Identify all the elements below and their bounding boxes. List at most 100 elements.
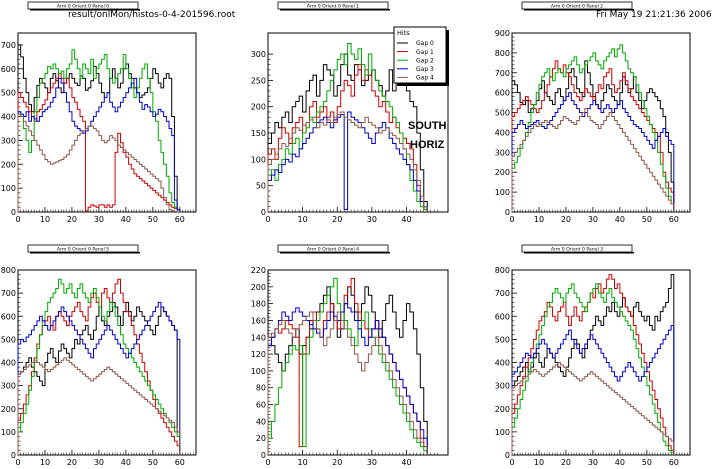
y-tick-label: 600 [1,65,16,74]
y-tick-label: 600 [1,312,16,321]
y-tick-label: 600 [495,89,510,98]
x-tick-label: 50 [148,458,158,467]
x-tick-label: 30 [367,215,377,224]
legend-entry: Gap 0 [416,40,434,47]
y-tick-label: 20 [256,434,266,443]
y-tick-label: 400 [1,359,16,368]
x-tick-label: 40 [615,215,625,224]
y-tick-label: 50 [256,182,266,191]
legend-title: Hits [397,29,410,37]
series-gap-0 [511,60,675,212]
y-tick-label: 0 [11,451,16,460]
x-tick-label: 20 [67,215,77,224]
annotation-horiz: HORIZ [410,139,445,151]
y-tick-label: 0 [11,208,16,217]
x-tick-label: 50 [148,215,158,224]
y-tick-label: 100 [1,428,16,437]
y-tick-label: 500 [1,335,16,344]
x-tick-label: 20 [332,215,342,224]
y-tick-label: 100 [1,184,16,193]
panel-title: Arm 0 Orient 0 Panel 2 [551,4,603,10]
x-tick-label: 50 [642,215,652,224]
panel-title-shadow [524,9,634,11]
histogram-panel-3: Arm 0 Orient 0 Panel 5010020030040050060… [1,244,197,467]
series-gap-3 [267,303,428,455]
x-tick-label: 0 [265,215,270,224]
y-tick-label: 500 [495,335,510,344]
series-gap-3 [267,111,428,212]
y-tick-label: 600 [495,312,510,321]
series-gap-0 [17,301,181,455]
y-tick-label: 300 [495,382,510,391]
x-tick-label: 60 [175,215,185,224]
x-tick-label: 10 [534,215,544,224]
y-tick-label: 200 [1,405,16,414]
x-tick-label: 20 [332,458,342,467]
series-gap-3 [17,301,181,455]
y-tick-label: 100 [251,155,266,164]
y-tick-label: 400 [495,128,510,137]
y-tick-label: 700 [1,289,16,298]
panel-title: Arm 0 Orient 0 Panel 4 [307,247,359,253]
series-gap-2 [17,49,181,212]
y-tick-label: 200 [251,103,266,112]
series-gap-2 [267,277,428,455]
y-tick-label: 120 [251,350,266,359]
x-tick-label: 40 [121,215,131,224]
panel-title: Arm 0 Orient 0 Panel 3 [551,247,603,253]
y-tick-label: 300 [1,136,16,145]
y-tick-label: 200 [1,160,16,169]
x-tick-label: 0 [15,458,20,467]
y-tick-label: 200 [251,283,266,292]
x-tick-label: 0 [265,458,270,467]
x-tick-label: 0 [15,215,20,224]
y-tick-label: 150 [251,129,266,138]
series-gap-4 [511,108,675,212]
series-gap-0 [17,44,181,212]
x-tick-label: 10 [298,458,308,467]
panel-title: Arm 0 Orient 0 Panel 0 [57,4,109,10]
y-tick-label: 0 [261,451,266,460]
x-tick-label: 20 [561,458,571,467]
y-tick-label: 0 [505,208,510,217]
legend-box [393,26,447,84]
y-tick-label: 800 [495,49,510,58]
y-tick-label: 900 [495,29,510,38]
y-tick-label: 40 [256,417,266,426]
x-tick-label: 40 [401,458,411,467]
y-tick-label: 500 [495,109,510,118]
timestamp-label: Fri May 19 21:21:36 2006 [596,10,712,20]
legend-entry: Gap 3 [416,66,434,73]
series-gap-3 [511,92,675,212]
y-tick-label: 700 [495,289,510,298]
x-tick-label: 20 [67,458,77,467]
x-tick-label: 10 [40,458,50,467]
x-tick-label: 40 [121,458,131,467]
series-gap-0 [511,274,675,455]
series-gap-2 [511,44,675,212]
y-tick-label: 800 [1,266,16,275]
series-gap-2 [267,43,428,212]
y-tick-label: 250 [251,76,266,85]
panel-title-shadow [30,252,140,254]
x-tick-label: 30 [588,458,598,467]
y-tick-label: 60 [256,401,266,410]
y-tick-label: 100 [251,367,266,376]
panel-title-shadow [524,252,634,254]
panel-title: Arm 0 Orient 0 Panel 1 [307,4,359,10]
x-tick-label: 50 [642,458,652,467]
y-tick-label: 400 [495,359,510,368]
y-tick-label: 300 [1,382,16,391]
y-tick-label: 140 [251,333,266,342]
y-tick-label: 700 [1,41,16,50]
y-tick-label: 200 [495,168,510,177]
panel-title-shadow [30,9,140,11]
x-tick-label: 60 [669,458,679,467]
x-tick-label: 10 [534,458,544,467]
series-gap-3 [511,325,675,455]
y-tick-label: 100 [495,188,510,197]
y-tick-label: 200 [495,405,510,414]
y-tick-label: 400 [1,113,16,122]
